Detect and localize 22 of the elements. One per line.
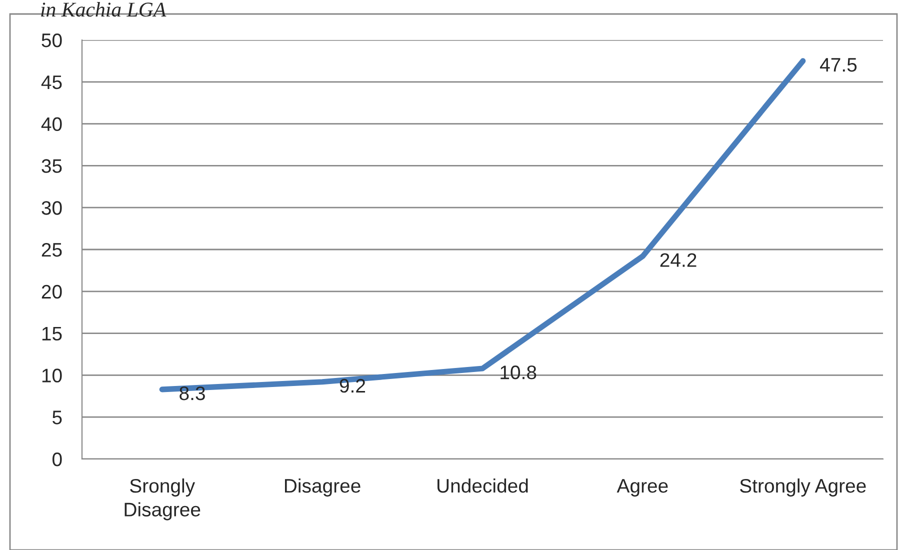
y-tick-label: 30 — [42, 201, 62, 215]
x-tick-label: Srongly Disagree — [124, 478, 200, 520]
y-tick-label: 0 — [52, 452, 62, 466]
data-label: 10.8 — [500, 366, 536, 380]
y-tick-label: 5 — [52, 410, 62, 424]
x-tick-label: Agree — [616, 479, 668, 497]
chart-title: in Kachia LGA — [41, 2, 166, 17]
y-tick-label: 35 — [42, 159, 62, 173]
data-label: 24.2 — [660, 253, 696, 267]
y-tick-label: 25 — [42, 242, 62, 257]
data-label: 47.5 — [820, 58, 857, 72]
x-tick-label: Undecided — [438, 478, 528, 493]
x-tick-label: Strongly Agree — [740, 478, 866, 497]
data-label: 9.2 — [340, 378, 366, 393]
data-label: 8.3 — [180, 386, 205, 400]
x-tick-label: Disagree — [284, 478, 360, 497]
y-tick-label: 40 — [41, 117, 62, 132]
y-tick-label: 10 — [42, 368, 62, 382]
y-tick-label: 20 — [42, 284, 62, 299]
y-tick-label: 45 — [41, 76, 62, 90]
y-tick-label: 15 — [42, 326, 62, 341]
y-tick-label: 50 — [42, 33, 62, 48]
